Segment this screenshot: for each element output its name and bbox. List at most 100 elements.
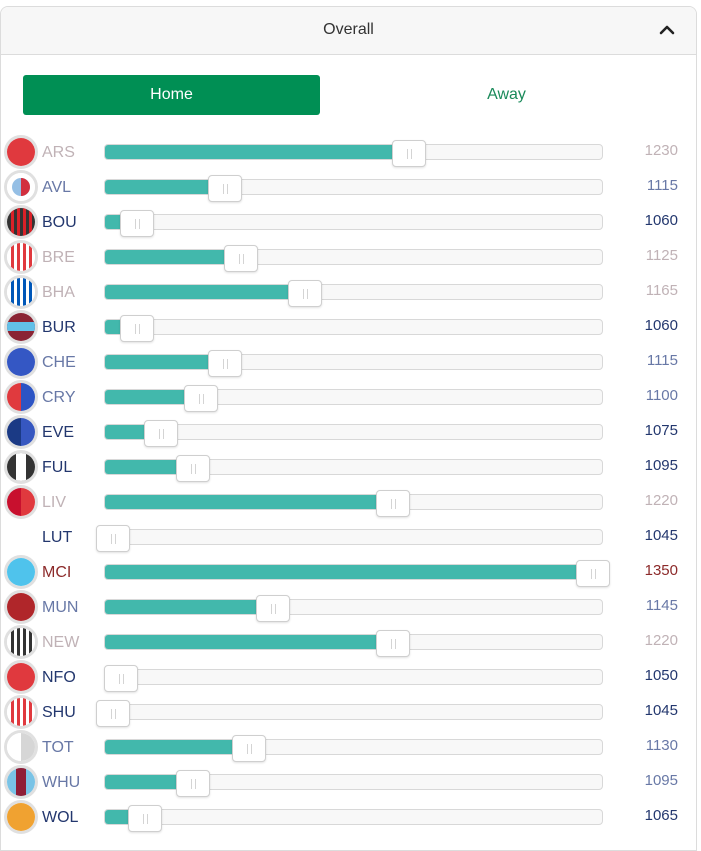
team-row: SHU 1045 [1,694,696,729]
rating-value: 1165 [645,282,678,299]
team-code: BRE [42,249,75,266]
team-crest-icon [4,345,38,379]
rating-slider[interactable] [104,665,603,692]
team-code: NEW [42,634,80,651]
team-code: CHE [42,354,76,371]
rating-slider[interactable] [96,700,603,727]
rating-slider-handle[interactable] [184,385,218,412]
rating-slider-handle[interactable] [208,175,242,202]
rating-slider[interactable] [104,630,603,657]
rating-slider-handle[interactable] [128,805,162,832]
rating-slider-fill [105,390,201,404]
rating-slider[interactable] [104,350,603,377]
rating-slider-handle[interactable] [120,315,154,342]
panel-title: Overall [323,21,374,38]
rating-value: 1045 [644,702,678,719]
rating-slider-handle[interactable] [176,770,210,797]
rating-slider-handle[interactable] [144,420,178,447]
rating-slider[interactable] [104,210,603,237]
venue-tabs: Home Away [23,75,673,115]
rating-slider[interactable] [104,280,603,307]
rating-slider-handle[interactable] [232,735,266,762]
rating-slider[interactable] [104,140,603,167]
team-row: NEW 1220 [1,624,696,659]
team-crest-icon [4,695,38,729]
rating-value: 1230 [644,142,678,159]
rating-value: 1220 [644,632,678,649]
rating-slider-handle[interactable] [96,700,130,727]
team-code: ARS [42,144,75,161]
rating-slider-handle[interactable] [224,245,258,272]
team-row: WOL 1065 [1,799,696,834]
team-crest-icon [4,765,38,799]
team-crest-icon [4,660,38,694]
team-code: MCI [42,564,72,581]
team-row: CRY 1100 [1,379,696,414]
team-crest-icon [4,275,38,309]
rating-slider-fill [105,460,193,474]
panel-header[interactable]: Overall [1,7,696,55]
rating-slider-fill [105,635,393,649]
rating-value: 1060 [644,212,678,229]
rating-value: 1095 [644,457,678,474]
team-code: LUT [42,529,73,546]
team-code: LIV [42,494,67,511]
rating-slider[interactable] [104,315,603,342]
rating-value: 1115 [646,352,678,369]
overall-panel: Overall Home Away ARS 1230 AVL 1115 BOU 1060 B… [0,6,697,851]
rating-slider-fill [105,740,249,754]
team-crest-icon [4,450,38,484]
rating-slider[interactable] [96,525,603,552]
rating-slider-handle[interactable] [208,350,242,377]
team-row: MCI 1350 [1,554,696,589]
rating-slider-handle[interactable] [376,490,410,517]
rating-slider[interactable] [104,490,603,517]
team-code: MUN [42,599,79,616]
rating-slider[interactable] [104,560,610,587]
rating-slider-handle[interactable] [256,595,290,622]
team-code: EVE [42,424,75,441]
team-crest-icon [4,730,38,764]
rating-slider[interactable] [104,805,603,832]
team-crest-icon [4,135,38,169]
team-crest-icon [4,240,38,274]
rating-slider[interactable] [104,245,603,272]
rating-slider[interactable] [104,175,603,202]
team-code: AVL [42,179,72,196]
rating-slider-handle[interactable] [120,210,154,237]
team-row: MUN 1145 [1,589,696,624]
rating-slider[interactable] [104,735,603,762]
rating-slider-fill [105,180,225,194]
rating-slider-handle[interactable] [96,525,130,552]
rating-slider-handle[interactable] [576,560,610,587]
rating-slider-handle[interactable] [176,455,210,482]
rating-slider[interactable] [104,770,603,797]
rating-value: 1115 [646,177,678,194]
team-row: AVL 1115 [1,169,696,204]
rating-slider[interactable] [104,455,603,482]
rating-slider-handle[interactable] [104,665,138,692]
team-row: LIV 1220 [1,484,696,519]
team-code: TOT [42,739,74,756]
chevron-up-icon[interactable] [658,21,676,39]
team-crest-icon [4,310,38,344]
team-row: ARS 1230 [1,134,696,169]
rating-value: 1125 [645,247,678,264]
team-code: SHU [42,704,76,721]
team-code: NFO [42,669,76,686]
rating-slider[interactable] [104,385,603,412]
rating-value: 1075 [644,422,678,439]
rating-slider-handle[interactable] [376,630,410,657]
rating-slider-handle[interactable] [288,280,322,307]
team-crest-icon [4,170,38,204]
tab-home[interactable]: Home [23,75,320,115]
team-code: WHU [42,774,81,791]
rating-slider-handle[interactable] [392,140,426,167]
rating-slider[interactable] [104,420,603,447]
team-row: LUT 1045 [1,519,696,554]
tab-away[interactable]: Away [487,86,526,103]
rating-value: 1060 [644,317,678,334]
rating-slider[interactable] [104,595,603,622]
team-row: FUL 1095 [1,449,696,484]
rating-slider-fill [105,495,393,509]
